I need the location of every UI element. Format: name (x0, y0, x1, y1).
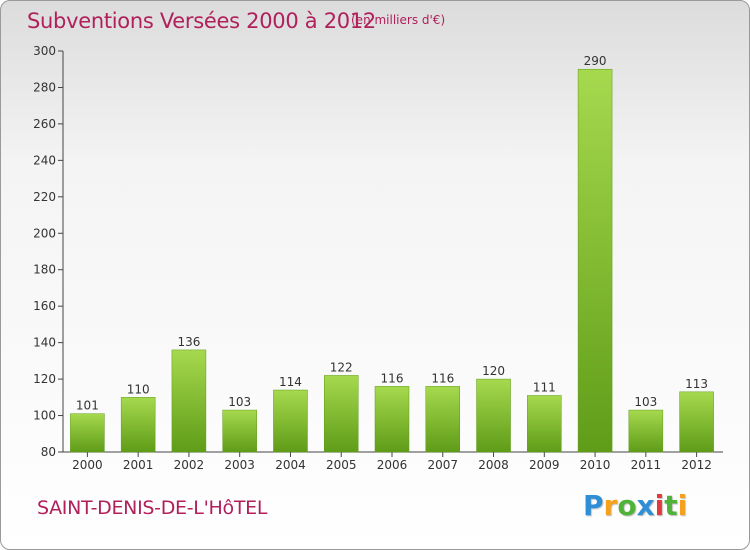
x-tick-label: 2009 (529, 458, 560, 472)
city-name: SAINT-DENIS-DE-L'HôTEL (37, 497, 268, 519)
chart-title: Subventions Versées 2000 à 2012 (27, 9, 376, 33)
bar-2001 (120, 397, 156, 453)
bar-value-label: 122 (330, 360, 353, 374)
chart-axes: 80 100 120 140 160 180 200 220 240 260 280 300 2000 2… (33, 44, 723, 472)
logo-letter: o (617, 489, 637, 522)
bar-value-label: 120 (482, 364, 505, 378)
y-tick-label: 100 (33, 409, 56, 423)
chart-subtitle: (en milliers d'€) (351, 13, 446, 27)
proxiti-logo[interactable]: Proxiti (583, 489, 687, 522)
bar-value-label: 103 (634, 395, 657, 409)
x-tick-label: 2006 (377, 458, 408, 472)
x-tick-label: 2003 (224, 458, 255, 472)
logo-letter: r (603, 489, 618, 522)
y-tick-label: 120 (33, 372, 56, 386)
y-tick-label: 220 (33, 190, 56, 204)
x-tick-label: 2001 (123, 458, 154, 472)
logo-letter: t (664, 489, 678, 522)
bar-2006 (374, 386, 410, 453)
bar-2000 (70, 413, 105, 453)
y-tick-label: 260 (33, 117, 56, 131)
x-tick-label: 2012 (681, 458, 712, 472)
bar-2008 (476, 378, 511, 453)
bar-value-label: 116 (381, 371, 404, 385)
bar-value-label: 114 (279, 375, 302, 389)
bar-value-label: 116 (431, 371, 454, 385)
logo-letter: P (583, 489, 604, 522)
bar-2007 (425, 386, 461, 453)
y-tick-label: 200 (33, 226, 56, 240)
y-tick-label: 180 (33, 263, 56, 277)
y-tick-label: 240 (33, 153, 56, 167)
bar-2012 (679, 391, 714, 453)
x-tick-label: 2005 (326, 458, 357, 472)
bar-2004 (273, 389, 308, 453)
y-tick-label: 280 (33, 80, 56, 94)
x-tick-label: 2000 (72, 458, 103, 472)
logo-letter: i (654, 489, 665, 522)
x-tick-label: 2011 (631, 458, 662, 472)
y-tick-label: 300 (33, 44, 56, 58)
x-tick-label: 2007 (427, 458, 458, 472)
bar-value-label: 103 (228, 395, 251, 409)
logo-letter: x (636, 489, 655, 522)
bar-2011 (628, 409, 664, 453)
y-tick-label: 140 (33, 336, 56, 350)
bar-value-label: 136 (177, 335, 200, 349)
y-tick-label: 160 (33, 299, 56, 313)
x-tick-label: 2002 (174, 458, 205, 472)
x-tick-label: 2010 (580, 458, 611, 472)
bar-value-label: 110 (127, 382, 150, 396)
chart-bars: 101 110 136 103 114 122 116 116 120 111 290 103 113 (70, 54, 714, 453)
bar-value-label: 111 (533, 380, 556, 394)
x-tick-label: 2004 (275, 458, 306, 472)
logo-letter: i (677, 489, 688, 522)
x-tick-label: 2008 (478, 458, 509, 472)
bar-2009 (527, 395, 562, 453)
bar-2010 (577, 68, 613, 453)
bar-value-label: 290 (584, 54, 607, 68)
bar-2002 (171, 349, 207, 453)
bar-value-label: 113 (685, 377, 708, 391)
bar-2005 (323, 375, 359, 453)
bar-value-label: 101 (76, 399, 99, 413)
bar-2003 (222, 409, 257, 453)
y-tick-label: 80 (41, 445, 56, 459)
